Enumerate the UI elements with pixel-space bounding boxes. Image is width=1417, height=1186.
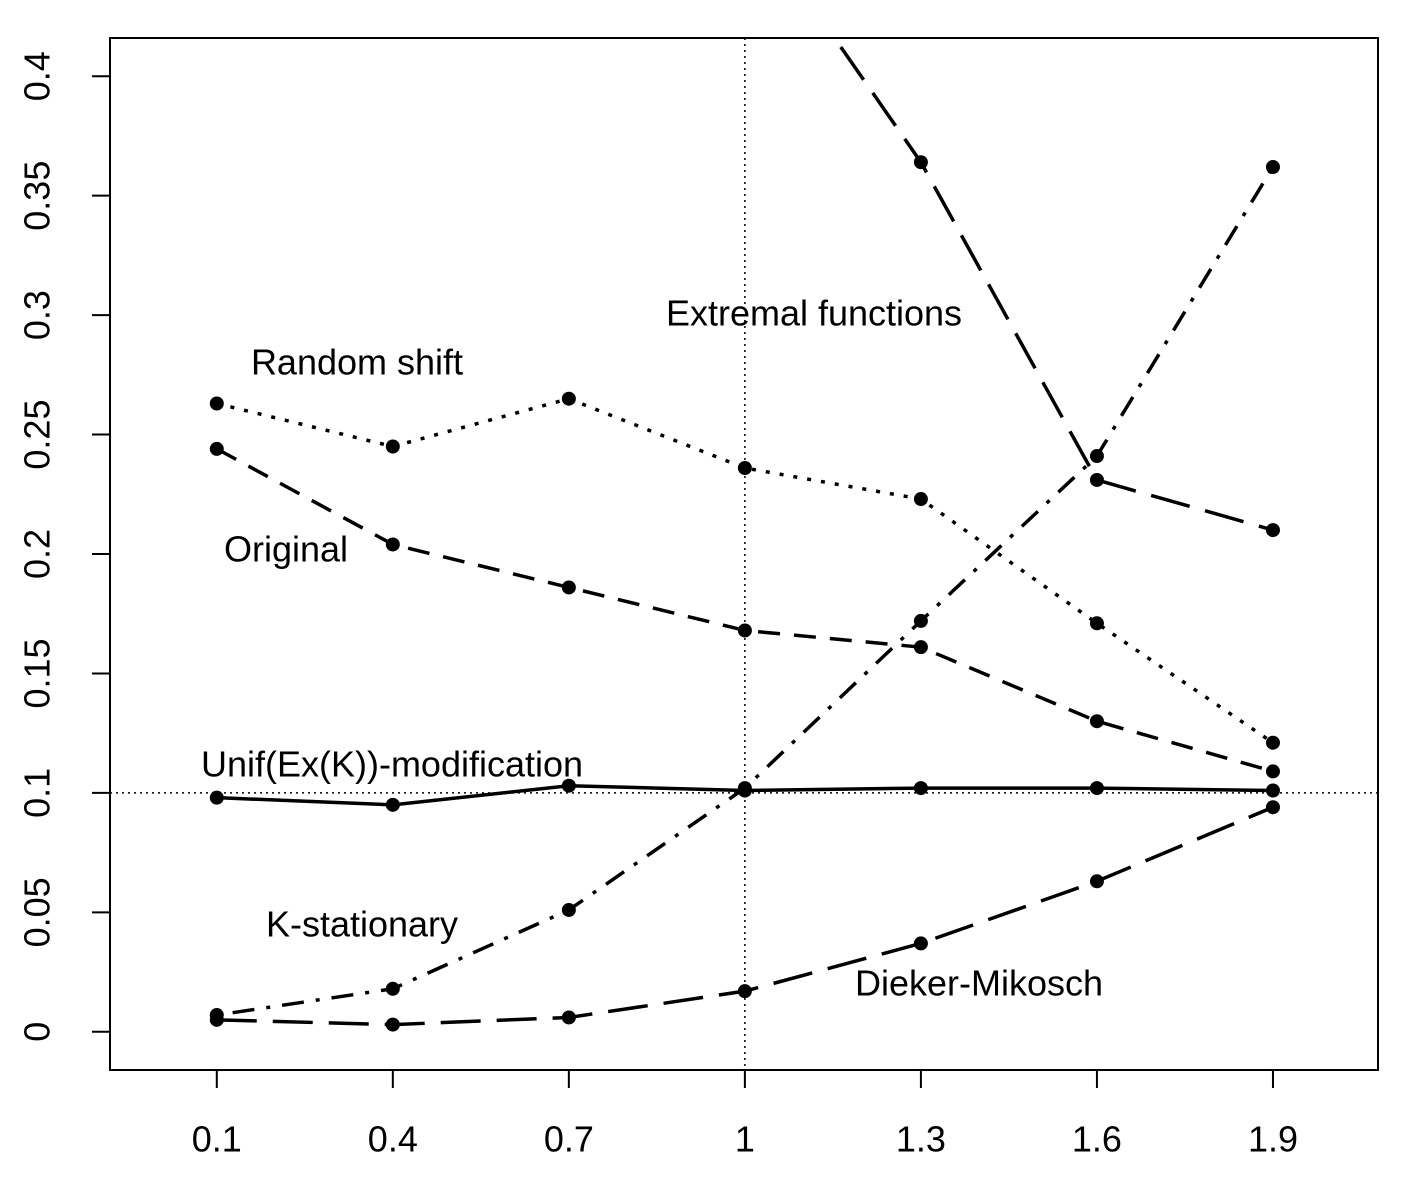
- series-label: Original: [224, 529, 348, 570]
- data-point: [1089, 449, 1104, 464]
- y-tick-label: 0.35: [17, 161, 58, 231]
- data-point: [561, 580, 576, 595]
- series-line: [832, 38, 1274, 532]
- data-point: [913, 936, 928, 951]
- x-tick-label: 1.3: [896, 1119, 946, 1160]
- x-tick-label: 1: [735, 1119, 755, 1160]
- plot-area: [209, 38, 1280, 1032]
- data-point: [1089, 874, 1104, 889]
- data-point: [561, 391, 576, 406]
- x-tick-label: 1.9: [1248, 1119, 1298, 1160]
- data-point: [1265, 783, 1280, 798]
- x-tick-label: 0.7: [544, 1119, 594, 1160]
- data-point: [1265, 523, 1280, 538]
- y-tick-label: 0.2: [17, 529, 58, 579]
- data-point: [1265, 764, 1280, 779]
- data-point: [561, 1010, 576, 1025]
- data-point: [385, 439, 400, 454]
- y-tick-label: 0.4: [17, 51, 58, 101]
- data-point: [385, 797, 400, 812]
- y-tick-label: 0: [17, 1022, 58, 1042]
- data-point: [385, 1017, 400, 1032]
- data-point: [1265, 160, 1280, 174]
- series-label: Unif(Ex(K))-modification: [201, 744, 583, 785]
- data-point: [209, 441, 224, 456]
- data-point: [1089, 714, 1104, 729]
- series-label: Dieker-Mikosch: [855, 963, 1103, 1004]
- data-point: [385, 981, 400, 996]
- x-tick-label: 1.6: [1072, 1119, 1122, 1160]
- data-point: [737, 461, 752, 475]
- y-tick-label: 0.25: [17, 400, 58, 470]
- y-tick-label: 0.15: [17, 638, 58, 708]
- data-point: [1265, 800, 1280, 815]
- data-point: [737, 781, 752, 796]
- data-point: [1265, 735, 1280, 750]
- series-label: Extremal functions: [666, 293, 962, 334]
- data-point: [737, 984, 752, 999]
- data-point: [913, 613, 928, 628]
- y-tick-label: 0.05: [17, 877, 58, 947]
- data-point: [737, 623, 752, 638]
- data-point: [209, 790, 224, 805]
- x-tick-label: 0.1: [192, 1119, 242, 1160]
- data-point: [1089, 616, 1104, 631]
- series-label: K-stationary: [266, 904, 458, 945]
- series-line: [216, 396, 1274, 745]
- data-point: [913, 640, 928, 655]
- data-point: [913, 492, 928, 507]
- y-tick-label: 0.3: [17, 290, 58, 340]
- data-point: [913, 781, 928, 796]
- data-point: [385, 537, 400, 552]
- data-point: [1089, 781, 1104, 796]
- data-point: [209, 1012, 224, 1027]
- data-point: [561, 902, 576, 917]
- series-label: Random shift: [251, 342, 463, 383]
- data-point: [561, 778, 576, 793]
- y-tick-label: 0.1: [17, 768, 58, 818]
- data-point: [209, 396, 224, 411]
- data-point: [913, 155, 928, 170]
- data-point: [1089, 472, 1104, 487]
- x-tick-label: 0.4: [368, 1119, 418, 1160]
